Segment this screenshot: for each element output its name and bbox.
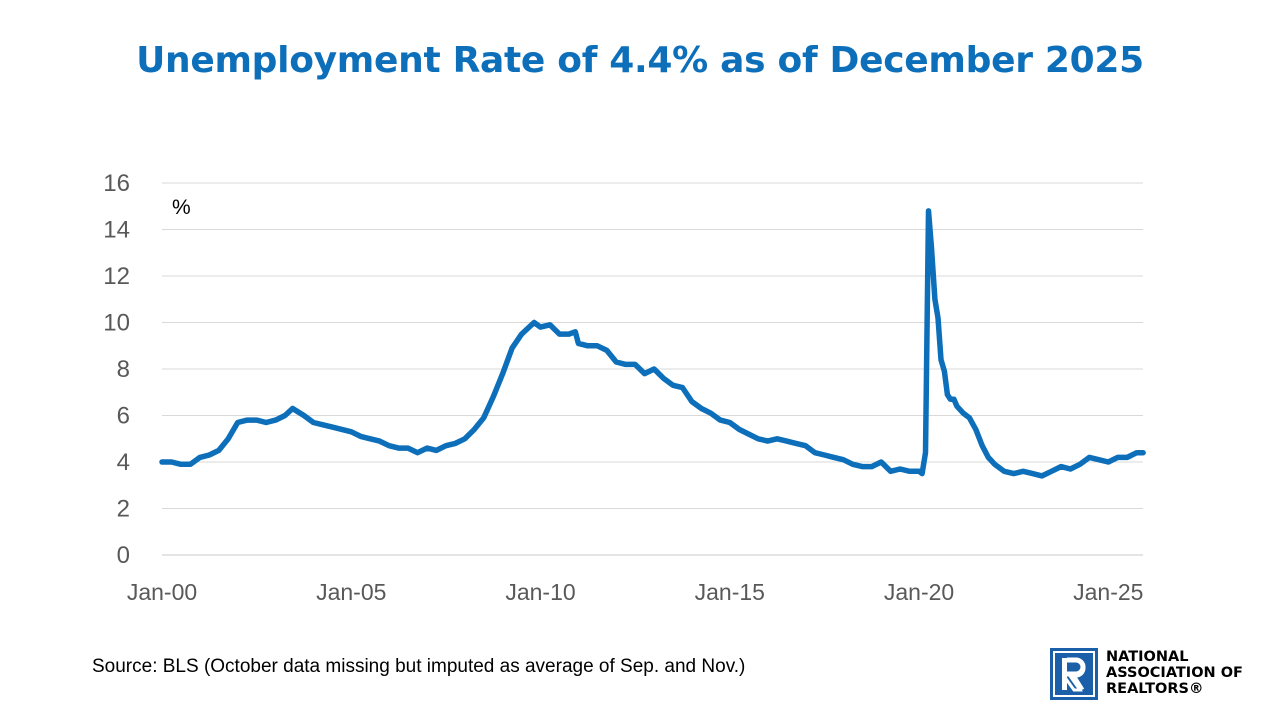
source-note: Source: BLS (October data missing but im… — [92, 656, 746, 677]
x-tick-label: Jan-05 — [316, 579, 386, 605]
y-tick-label: 2 — [117, 496, 130, 523]
y-tick-label: 6 — [117, 403, 130, 430]
logo-line-2: ASSOCIATION OF — [1106, 665, 1243, 681]
x-axis-ticks: Jan-00 Jan-05 Jan-10 Jan-15 Jan-20 Jan-25 — [127, 579, 1144, 605]
y-tick-label: 0 — [117, 542, 130, 569]
chart-title: Unemployment Rate of 4.4% as of December… — [136, 40, 1144, 81]
y-tick-label: 10 — [103, 310, 130, 337]
y-tick-label: 14 — [103, 217, 130, 244]
y-tick-label: 16 — [103, 170, 130, 197]
x-tick-label: Jan-25 — [1073, 579, 1143, 605]
nar-logo: NATIONAL ASSOCIATION OF REALTORS® — [1050, 648, 1270, 702]
logo-line-3: REALTORS® — [1106, 681, 1204, 697]
x-tick-label: Jan-00 — [127, 579, 197, 605]
nar-logo-text: NATIONAL ASSOCIATION OF REALTORS® — [1106, 649, 1243, 697]
x-tick-label: Jan-20 — [884, 579, 954, 605]
y-tick-label: 4 — [117, 449, 130, 476]
gridlines — [162, 182, 1143, 556]
y-tick-label: 12 — [103, 263, 130, 290]
realtor-r-logo-icon — [1050, 648, 1098, 700]
y-axis-ticks: 0 2 4 6 8 10 12 14 16 — [103, 170, 130, 569]
y-tick-label: 8 — [117, 356, 130, 383]
x-tick-label: Jan-15 — [695, 579, 765, 605]
x-tick-label: Jan-10 — [505, 579, 575, 605]
y-axis-unit-label: % — [172, 196, 191, 219]
unemployment-rate-line — [159, 208, 1146, 479]
logo-line-1: NATIONAL — [1106, 649, 1189, 665]
